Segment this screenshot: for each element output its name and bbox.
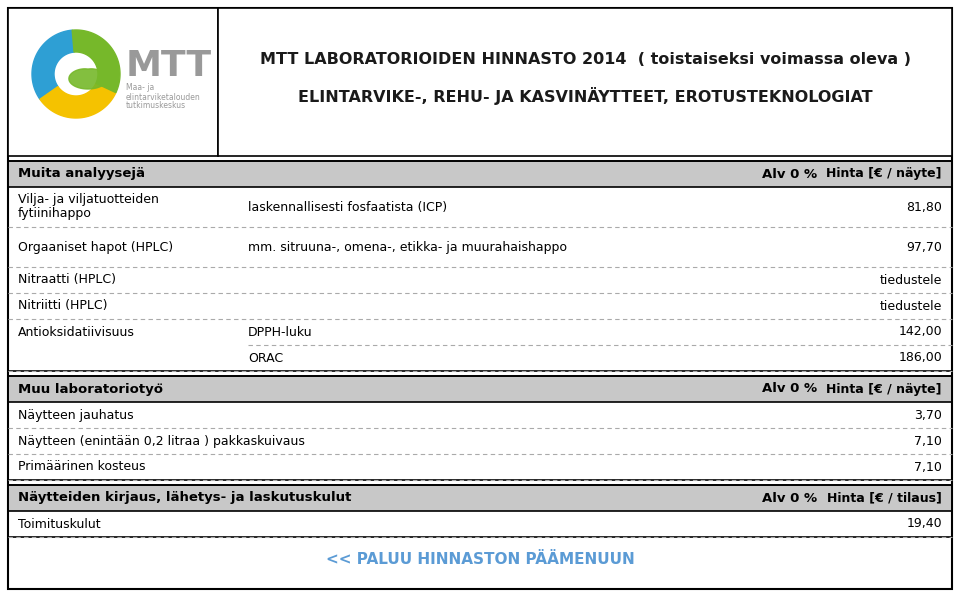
Bar — [8, 161, 952, 187]
Bar — [8, 8, 218, 156]
Text: tutkimuskeskus: tutkimuskeskus — [126, 101, 186, 110]
Text: tiedustele: tiedustele — [879, 273, 942, 287]
Bar — [8, 376, 952, 402]
Text: elintarviketalouden: elintarviketalouden — [126, 93, 201, 101]
Text: Maa- ja: Maa- ja — [126, 84, 155, 93]
Text: tiedustele: tiedustele — [879, 300, 942, 312]
Text: 186,00: 186,00 — [899, 352, 942, 365]
Text: Primäärinen kosteus: Primäärinen kosteus — [18, 460, 146, 473]
Text: 7,10: 7,10 — [914, 460, 942, 473]
Bar — [8, 376, 952, 480]
Text: 3,70: 3,70 — [914, 408, 942, 421]
Text: MTT: MTT — [126, 49, 212, 83]
Polygon shape — [72, 30, 120, 93]
Text: ELINTARVIKE-, REHU- JA KASVINÄYTTEET, EROTUSTEKNOLOGIAT: ELINTARVIKE-, REHU- JA KASVINÄYTTEET, ER… — [298, 87, 873, 105]
Text: Orgaaniset hapot (HPLC): Orgaaniset hapot (HPLC) — [18, 241, 173, 254]
Text: Alv 0 %: Alv 0 % — [762, 383, 818, 395]
Text: 142,00: 142,00 — [899, 325, 942, 338]
Text: Alv 0 %: Alv 0 % — [762, 491, 818, 504]
Text: mm. sitruuna-, omena-, etikka- ja muurahaishappo: mm. sitruuna-, omena-, etikka- ja muurah… — [248, 241, 567, 254]
Text: Muu laboratoriotyö: Muu laboratoriotyö — [18, 383, 163, 395]
Text: << PALUU HINNASTON PÄÄMENUUN: << PALUU HINNASTON PÄÄMENUUN — [325, 552, 635, 567]
Text: Näytteiden kirjaus, lähetys- ja laskutuskulut: Näytteiden kirjaus, lähetys- ja laskutus… — [18, 491, 351, 504]
Text: Hinta [€ / tilaus]: Hinta [€ / tilaus] — [828, 491, 942, 504]
Text: Nitriitti (HPLC): Nitriitti (HPLC) — [18, 300, 108, 312]
Polygon shape — [69, 69, 108, 89]
Text: Näytteen (enintään 0,2 litraa ) pakkaskuivaus: Näytteen (enintään 0,2 litraa ) pakkasku… — [18, 435, 305, 448]
Text: laskennallisesti fosfaatista (ICP): laskennallisesti fosfaatista (ICP) — [248, 201, 447, 214]
Text: Muita analyysejä: Muita analyysejä — [18, 168, 145, 180]
Text: DPPH-luku: DPPH-luku — [248, 325, 313, 338]
Text: fytiinihappo: fytiinihappo — [18, 208, 92, 220]
Text: 19,40: 19,40 — [906, 518, 942, 531]
Text: Toimituskulut: Toimituskulut — [18, 518, 101, 531]
Text: ORAC: ORAC — [248, 352, 283, 365]
Text: 7,10: 7,10 — [914, 435, 942, 448]
Text: MTT LABORATORIOIDEN HINNASTO 2014  ( toistaiseksi voimassa oleva ): MTT LABORATORIOIDEN HINNASTO 2014 ( tois… — [259, 53, 910, 67]
Text: Nitraatti (HPLC): Nitraatti (HPLC) — [18, 273, 116, 287]
Bar — [8, 161, 952, 371]
Text: 81,80: 81,80 — [906, 201, 942, 214]
Text: 97,70: 97,70 — [906, 241, 942, 254]
Text: Vilja- ja viljatuotteiden: Vilja- ja viljatuotteiden — [18, 193, 158, 207]
Bar — [218, 8, 952, 156]
Text: Hinta [€ / näyte]: Hinta [€ / näyte] — [827, 168, 942, 180]
Text: Alv 0 %: Alv 0 % — [762, 168, 818, 180]
Text: Näytteen jauhatus: Näytteen jauhatus — [18, 408, 133, 421]
Polygon shape — [32, 30, 74, 99]
Polygon shape — [40, 84, 116, 118]
Text: Hinta [€ / näyte]: Hinta [€ / näyte] — [827, 383, 942, 395]
Bar — [8, 485, 952, 537]
Bar — [8, 485, 952, 511]
Text: Antioksidatiivisuus: Antioksidatiivisuus — [18, 325, 134, 338]
